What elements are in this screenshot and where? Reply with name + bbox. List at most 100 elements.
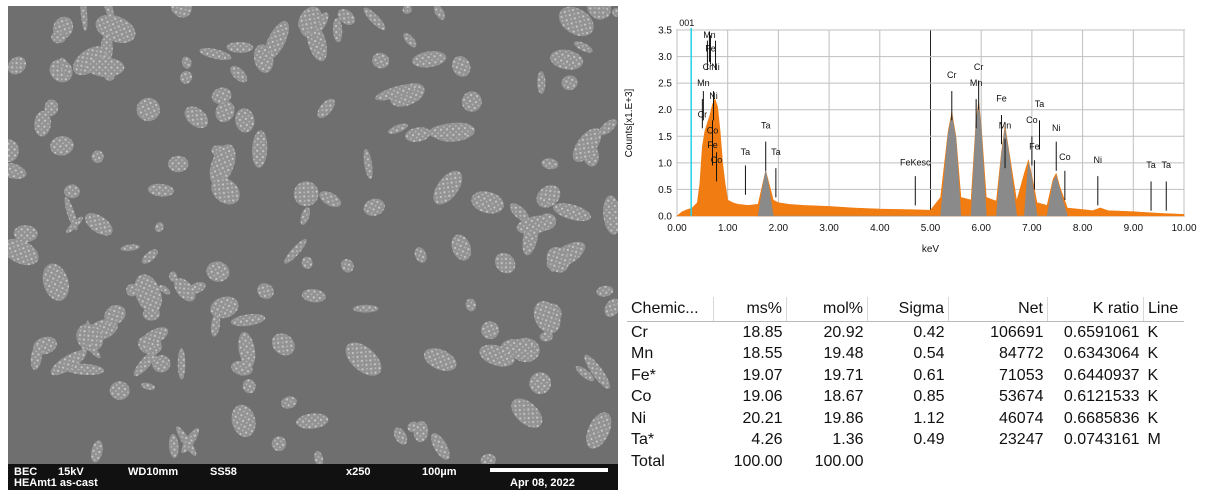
interdendritic-region xyxy=(235,108,255,133)
spectrum-series-gray xyxy=(757,104,1068,217)
sem-ss-label: SS58 xyxy=(210,466,237,478)
table-cell: 18.55 xyxy=(742,345,783,363)
table-cell: 19.48 xyxy=(823,345,864,363)
sem-micrograph: BEC 15kV WD10mm SS58 x250 100µm HEAmt1 a… xyxy=(8,6,618,490)
interdendritic-region xyxy=(174,277,196,302)
peak-label: Cr xyxy=(947,70,957,80)
table-cell: 0.6121533 xyxy=(1063,388,1140,406)
interdendritic-region xyxy=(541,158,559,170)
interdendritic-region xyxy=(242,379,256,394)
peak-label: Ta xyxy=(1161,160,1171,170)
interdendritic-region xyxy=(180,70,193,84)
interdendritic-region xyxy=(8,162,27,179)
interdendritic-region xyxy=(433,6,446,20)
interdendritic-region xyxy=(539,331,553,342)
table-cell: Total xyxy=(631,452,665,470)
table-cell: 20.21 xyxy=(742,409,783,427)
table-cell xyxy=(1144,451,1185,473)
interdendritic-region xyxy=(511,398,543,428)
interdendritic-region xyxy=(126,283,139,297)
interdendritic-region xyxy=(252,130,268,168)
col-header-net[interactable]: Net xyxy=(948,297,1048,322)
peak-label: Co xyxy=(707,126,719,136)
sem-date-label: Apr 08, 2022 xyxy=(510,477,575,489)
interdendritic-region xyxy=(575,365,595,382)
table-header-row: Chemic... ms% mol% Sigma Net K ratio Lin… xyxy=(627,297,1184,322)
interdendritic-region xyxy=(91,440,103,463)
interdendritic-region xyxy=(271,333,295,356)
table-row: Ta* 4.26 1.36 0.49 23247 0.0743161 M xyxy=(627,430,1184,452)
peak-label: Fe xyxy=(705,43,716,53)
interdendritic-region xyxy=(553,203,591,222)
interdendritic-region xyxy=(133,350,157,377)
x-tick-label: 7.00 xyxy=(1022,223,1042,234)
interdendritic-region xyxy=(317,98,335,119)
interdendritic-region xyxy=(465,298,477,312)
y-tick-label: 0.0 xyxy=(658,212,672,223)
sem-mode-label: BEC xyxy=(14,466,38,478)
x-tick-label: 6.00 xyxy=(971,223,991,234)
table-row: Fe* 19.07 19.71 0.61 71053 0.6440937 K xyxy=(627,365,1184,387)
interdendritic-region xyxy=(433,170,463,205)
y-tick-label: 1.5 xyxy=(658,132,672,143)
interdendritic-region xyxy=(147,183,175,197)
interdendritic-region xyxy=(572,128,602,162)
interdendritic-region xyxy=(8,56,27,75)
col-header-mass-percent[interactable]: ms% xyxy=(713,297,787,322)
peak-label: Mn xyxy=(999,120,1012,130)
table-cell: 0.54 xyxy=(913,345,945,363)
x-tick-label: 5.00 xyxy=(921,223,941,234)
col-header-sigma[interactable]: Sigma xyxy=(867,297,949,322)
y-tick-label: 1.0 xyxy=(658,158,672,169)
table-cell: 106691 xyxy=(990,323,1044,341)
table-cell xyxy=(949,451,1048,473)
table-cell: K xyxy=(1147,345,1159,363)
table-cell: Ni xyxy=(631,409,647,427)
table-cell: K xyxy=(1147,388,1159,406)
interdendritic-region xyxy=(104,304,126,325)
x-tick-label: 1.00 xyxy=(718,223,738,234)
table-cell: 0.6685836 xyxy=(1063,409,1140,427)
table-cell: 19.86 xyxy=(823,409,864,427)
interdendritic-region xyxy=(428,123,473,140)
sem-info-bar: BEC 15kV WD10mm SS58 x250 100µm HEAmt1 a… xyxy=(8,464,618,490)
interdendritic-region xyxy=(181,56,192,69)
interdendritic-region xyxy=(13,225,38,243)
interdendritic-region xyxy=(431,433,450,460)
interdendritic-region xyxy=(42,263,69,301)
col-header-chemical[interactable]: Chemic... xyxy=(627,297,714,322)
interdendritic-region xyxy=(573,41,593,53)
interdendritic-region xyxy=(80,6,88,32)
x-tick-label: 10.00 xyxy=(1171,223,1196,234)
interdendritic-region xyxy=(253,44,274,73)
interdendritic-region xyxy=(393,427,408,445)
interdendritic-region xyxy=(481,321,499,340)
interdendritic-region xyxy=(84,213,113,236)
interdendritic-region xyxy=(315,12,329,33)
interdendritic-region xyxy=(91,150,104,163)
interdendritic-region xyxy=(199,48,232,60)
interdendritic-region xyxy=(345,342,382,376)
interdendritic-region xyxy=(109,381,130,400)
interdendritic-region xyxy=(141,382,156,391)
table-row: Mn 18.55 19.48 0.54 84772 0.6343064 K xyxy=(627,344,1184,366)
interdendritic-region xyxy=(603,195,618,235)
interdendritic-region xyxy=(76,323,104,352)
col-header-mol-percent[interactable]: mol% xyxy=(786,297,868,322)
spectrum-svg: 0.00 1.00 2.00 3.00 4.00 5.00 6.00 7.00 8.00 9.00… xyxy=(624,18,1197,255)
interdendritic-region xyxy=(363,148,373,180)
col-header-line[interactable]: Line xyxy=(1143,297,1184,322)
col-header-k-ratio[interactable]: K ratio xyxy=(1047,297,1144,322)
sem-mag-label: x250 xyxy=(346,466,371,478)
interdendritic-region xyxy=(375,84,416,101)
interdendritic-region xyxy=(405,127,431,142)
table-cell xyxy=(1048,451,1144,473)
interdendritic-region xyxy=(451,234,472,261)
table-cell: 19.07 xyxy=(742,366,783,384)
interdendritic-region xyxy=(231,360,253,376)
y-tick-label: 2.0 xyxy=(658,105,672,116)
table-cell: 18.85 xyxy=(742,323,783,341)
interdendritic-region xyxy=(211,87,232,105)
table-cell: 20.92 xyxy=(823,323,864,341)
y-tick-label: 2.5 xyxy=(658,79,672,90)
